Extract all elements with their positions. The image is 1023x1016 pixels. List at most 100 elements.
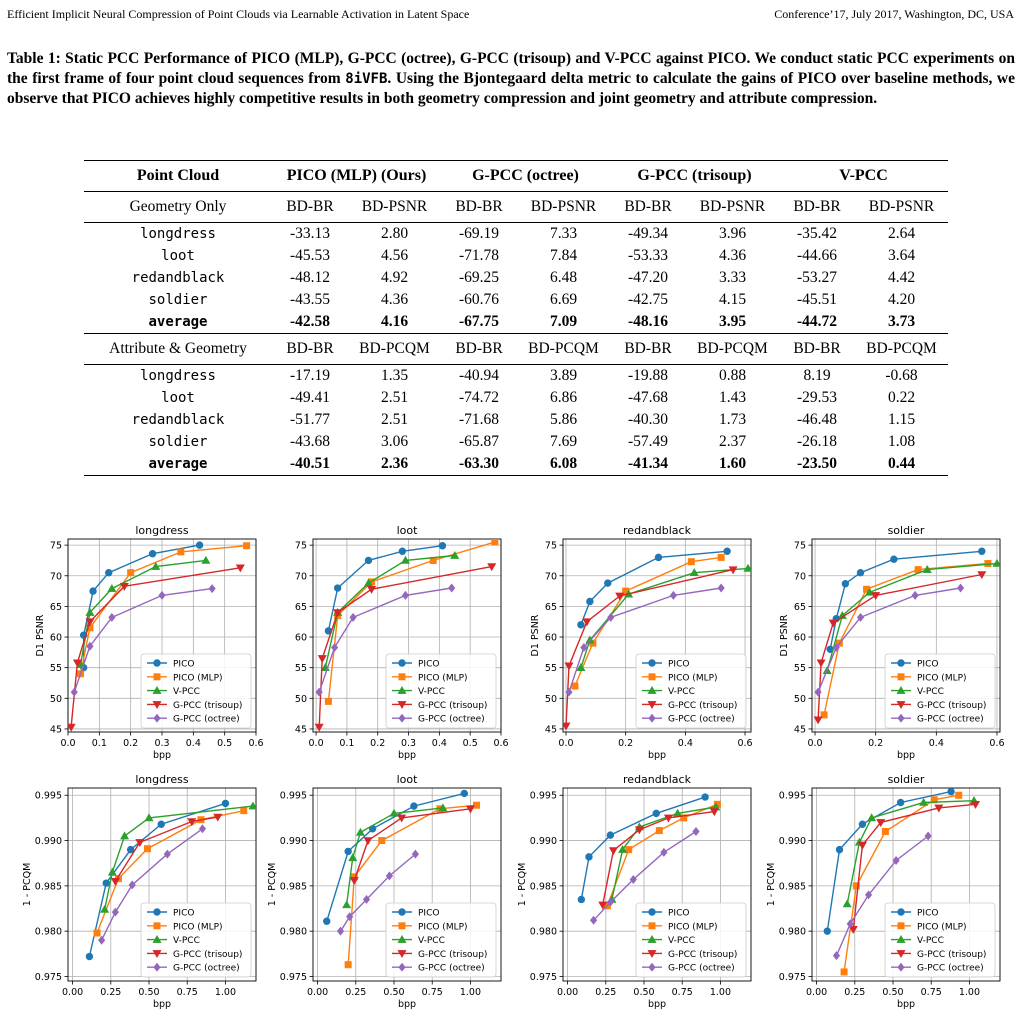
data-point xyxy=(565,687,573,697)
legend-marker xyxy=(647,934,657,943)
data-point xyxy=(195,541,204,549)
series-group xyxy=(85,799,256,961)
metric-header: BD-BR xyxy=(441,333,517,365)
data-point xyxy=(717,553,725,561)
table-cell: 8.19 xyxy=(779,364,855,387)
x-tick-label: 0.50 xyxy=(882,987,903,998)
table-cell: -35.42 xyxy=(779,222,855,245)
legend-marker xyxy=(153,922,161,930)
series-line xyxy=(353,808,471,881)
data-point xyxy=(820,711,828,719)
data-point xyxy=(333,609,343,618)
chart-title: loot xyxy=(397,773,419,786)
x-axis-label: bpp xyxy=(153,750,171,761)
y-tick-label: 0.975 xyxy=(779,972,806,983)
data-point xyxy=(323,917,331,925)
table-cell: -51.77 xyxy=(289,411,331,428)
x-tick-label: 0.50 xyxy=(138,987,159,998)
data-point xyxy=(108,612,116,622)
legend-label: PICO (MLP) xyxy=(917,922,967,932)
x-tick-label: 1.00 xyxy=(215,987,236,998)
legend-label: G-PCC (trisoup) xyxy=(668,950,737,960)
data-point xyxy=(615,592,625,601)
data-point xyxy=(576,663,586,671)
x-tick-label: 0.6 xyxy=(989,738,1004,749)
data-point xyxy=(971,801,981,809)
table-cell: 6.69 xyxy=(549,291,578,308)
legend-label: G-PCC (trisoup) xyxy=(418,701,487,711)
table-cell: -29.53 xyxy=(796,389,838,406)
data-point xyxy=(582,618,592,627)
legend-label: V-PCC xyxy=(173,936,200,946)
table-cell: -42.75 xyxy=(627,291,669,308)
legend-label: V-PCC xyxy=(418,687,445,697)
data-point xyxy=(448,583,456,593)
x-tick-label: 0.1 xyxy=(92,738,107,749)
y-tick-label: 45 xyxy=(794,724,806,735)
data-point xyxy=(128,880,136,890)
chart-redandblack-psnr: 0.0 0.2 0.4 0.6 45 50 55 60 65 70 75 redandblack bpp… xyxy=(530,524,753,761)
data-point xyxy=(919,797,929,806)
metric-header: BD-BR xyxy=(272,191,348,223)
chart-loot-psnr: 0.0 0.1 0.2 0.3 0.4 0.5 0.6 45 50 55 60 65 70 75 loot b… xyxy=(295,524,509,761)
y-tick-label: 0.995 xyxy=(530,791,557,802)
table-cell: 4.42 xyxy=(887,269,916,286)
data-point xyxy=(349,877,359,886)
data-point xyxy=(349,612,357,622)
data-point xyxy=(669,590,677,600)
table-cell: 1.60 xyxy=(686,453,779,476)
x-tick-label: 0.25 xyxy=(844,987,865,998)
data-point xyxy=(348,853,358,862)
chart-title: redandblack xyxy=(623,773,692,786)
data-point xyxy=(892,856,900,865)
data-point xyxy=(689,568,699,576)
legend-label: V-PCC xyxy=(668,687,695,697)
series-group xyxy=(563,547,751,731)
data-point xyxy=(876,819,886,828)
table-cell: 3.06 xyxy=(380,433,409,450)
data-point xyxy=(842,899,852,908)
data-point xyxy=(687,558,695,566)
x-tick-label: 0.75 xyxy=(672,987,693,998)
legend-marker xyxy=(398,659,406,667)
legend-marker xyxy=(897,659,905,667)
legend-marker xyxy=(152,701,162,710)
x-tick-label: 0.4 xyxy=(929,738,944,749)
chart-title: soldier xyxy=(888,524,925,537)
data-point xyxy=(577,895,586,904)
data-point xyxy=(400,555,410,564)
data-point xyxy=(832,951,841,961)
legend: PICO PICO (MLP) V-PCC G-PCC (trisoup) G-PCC … xyxy=(884,653,996,729)
y-tick-label: 0.975 xyxy=(530,972,557,983)
data-point xyxy=(606,897,614,907)
data-point xyxy=(102,879,110,887)
table-caption: Table 1: Static PCC Performance of PICO … xyxy=(7,49,1015,109)
chart-title: soldier xyxy=(888,773,925,786)
data-point xyxy=(607,612,615,622)
table-cell: -48.12 xyxy=(289,269,331,286)
data-point xyxy=(606,831,615,839)
table-row: loot -49.41 2.51 -74.72 6.86 -47.68 1.43 -29.53… xyxy=(84,387,948,409)
table-row: soldier -43.55 4.36 -60.76 6.69 -42.75 4.15 -45… xyxy=(84,289,948,311)
legend-box xyxy=(884,902,996,978)
table-cell: 0.22 xyxy=(887,389,916,406)
data-point xyxy=(330,642,339,652)
x-tick-label: 0.2 xyxy=(370,738,385,749)
y-tick-label: 0.980 xyxy=(280,927,307,938)
y-axis-label: D1 PSNR xyxy=(779,614,790,656)
data-point xyxy=(336,926,345,936)
data-point xyxy=(438,803,448,812)
data-point xyxy=(201,555,211,564)
chart-title: longdress xyxy=(135,773,189,786)
table-cell: -45.51 xyxy=(796,291,838,308)
legend-marker xyxy=(648,962,656,972)
column-header: V-PCC xyxy=(779,160,948,192)
data-point xyxy=(604,579,612,587)
data-point xyxy=(355,827,365,836)
y-tick-label: 0.995 xyxy=(280,791,307,802)
data-point xyxy=(890,555,898,563)
legend-marker xyxy=(897,922,905,930)
data-point xyxy=(333,584,342,592)
metric-header: BD-BR xyxy=(441,191,517,223)
legend-marker xyxy=(647,685,657,694)
